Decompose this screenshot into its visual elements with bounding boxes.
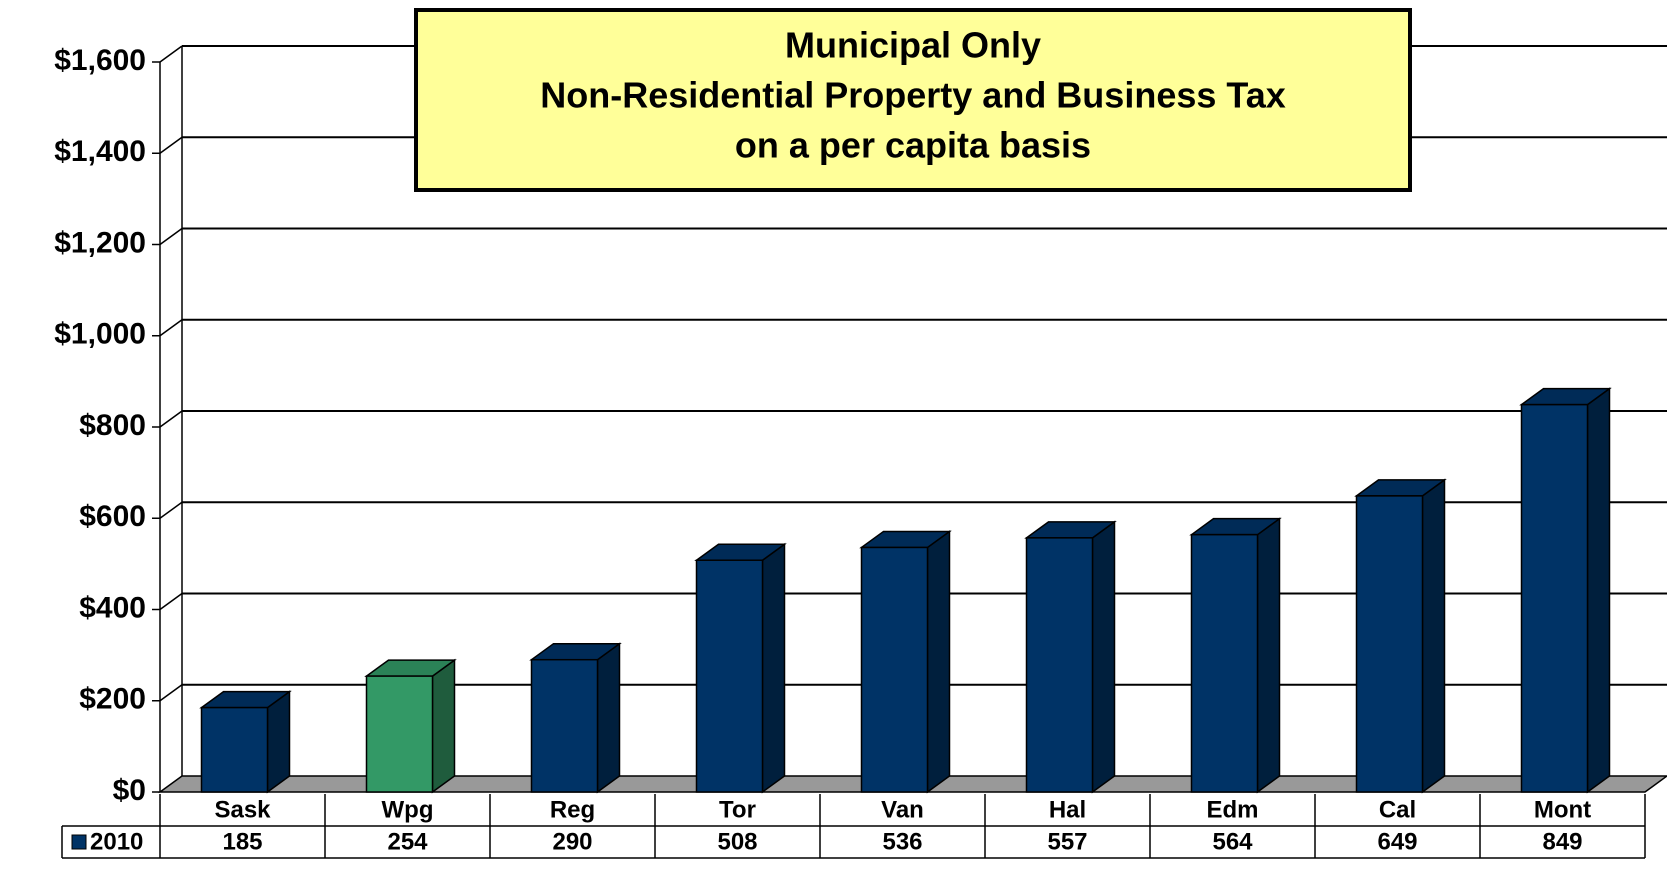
bar [695,559,764,793]
y-tick-label: $200 [79,683,146,716]
bar [860,546,929,793]
y-tick-label: $1,200 [54,226,146,259]
chart-title: on a per capita basis [735,125,1091,166]
table-value: 185 [222,828,262,855]
table-value: 290 [552,828,592,855]
bar-side [1091,520,1116,794]
bar-side [1586,387,1611,794]
bar-side [431,658,456,794]
bar-side [1421,478,1446,794]
bar [200,706,269,793]
bar [1355,495,1424,793]
bar-side [266,690,291,794]
y-tick-label: $0 [113,774,146,807]
bar [1190,533,1259,793]
grid-line [159,227,183,246]
grid-line [159,592,183,611]
table-value: 557 [1047,828,1087,855]
y-tick-label: $800 [79,409,146,442]
table-value: 508 [717,828,757,855]
table-value: 564 [1212,828,1253,855]
table-value: 649 [1377,828,1417,855]
chart-title: Non-Residential Property and Business Ta… [540,75,1286,116]
bar [530,658,599,793]
y-tick-label: $400 [79,591,146,624]
y-tick-label: $1,000 [54,318,146,351]
x-tick-label: Sask [214,796,271,823]
grid-line [159,684,183,702]
bar-side [1256,517,1281,794]
grid-line [159,45,183,63]
table-value: 536 [882,828,922,855]
x-tick-label: Tor [719,796,756,823]
x-tick-label: Hal [1049,796,1086,823]
bar-side [926,529,951,794]
grid-line [159,410,183,428]
grid-line [159,136,183,154]
y-tick-label: $1,400 [54,135,146,168]
legend-swatch [71,834,87,850]
x-tick-label: Cal [1379,796,1416,823]
x-tick-label: Van [881,796,924,823]
bar-side [596,642,621,794]
bar [365,675,434,793]
grid-line [159,319,183,337]
x-tick-label: Wpg [382,796,434,823]
bar [1025,537,1094,793]
chart-title: Municipal Only [785,25,1041,66]
grid-line [159,501,183,519]
y-tick-label: $1,600 [54,44,146,77]
y-tick-label: $600 [79,500,146,533]
table-value: 849 [1542,828,1582,855]
table-value: 254 [387,828,428,855]
bar [1520,403,1589,793]
legend-label: 2010 [90,828,143,855]
x-tick-label: Reg [550,796,595,823]
bar-side [761,542,786,794]
title-box [414,8,1412,192]
x-tick-label: Edm [1206,796,1258,823]
x-tick-label: Mont [1534,796,1591,823]
